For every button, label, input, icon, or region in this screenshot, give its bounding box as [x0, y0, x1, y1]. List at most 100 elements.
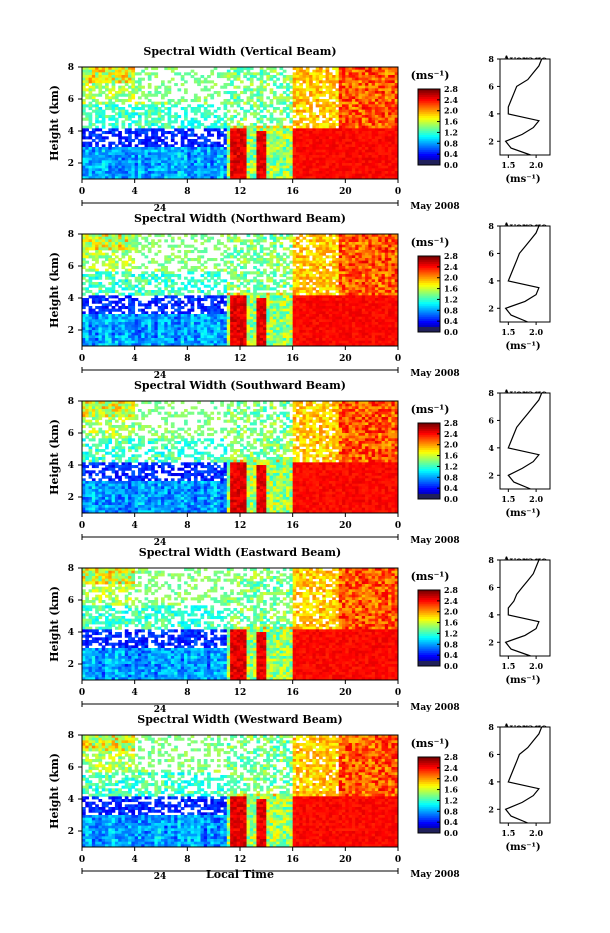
heatmap-cell	[256, 118, 260, 121]
heatmap-cell	[92, 295, 96, 298]
heatmap-cell	[207, 330, 211, 333]
heatmap-cell	[217, 163, 221, 166]
heatmap-cell	[382, 110, 386, 113]
heatmap-cell	[335, 147, 339, 150]
heatmap-cell	[293, 160, 297, 163]
heatmap-cell	[131, 152, 135, 155]
heatmap-cell	[168, 99, 172, 102]
heatmap-cell	[349, 155, 353, 158]
heatmap-cell	[339, 104, 343, 107]
heatmap-cell	[154, 142, 158, 145]
heatmap-cell	[214, 144, 218, 147]
heatmap-cell	[385, 166, 389, 169]
heatmap-cell	[105, 338, 109, 341]
heatmap-cell	[122, 75, 126, 78]
heatmap-cell	[260, 136, 264, 139]
heatmap-cell	[253, 338, 257, 341]
heatmap-cell	[207, 94, 211, 97]
heatmap-cell	[342, 134, 346, 137]
heatmap-cell	[102, 174, 106, 177]
heatmap-cell	[233, 134, 237, 137]
heatmap-cell	[128, 282, 132, 285]
heatmap-cell	[122, 247, 126, 250]
heatmap-cell	[375, 152, 379, 155]
heatmap-cell	[375, 171, 379, 174]
heatmap-cell	[197, 174, 201, 177]
heatmap-cell	[247, 110, 251, 113]
heatmap-cell	[359, 112, 363, 115]
heatmap-cell	[122, 72, 126, 75]
heatmap-cell	[105, 152, 109, 155]
heatmap-cell	[266, 293, 270, 296]
heatmap-cell	[382, 102, 386, 105]
heatmap-cell	[194, 107, 198, 110]
heatmap-cell	[322, 123, 326, 126]
heatmap-cell	[154, 295, 158, 298]
heatmap-cell	[105, 327, 109, 330]
heatmap-cell	[128, 295, 132, 298]
heatmap-cell	[181, 147, 185, 150]
heatmap-cell	[187, 158, 191, 161]
heatmap-cell	[112, 142, 116, 145]
heatmap-cell	[391, 107, 395, 110]
heatmap-cell	[345, 166, 349, 169]
heatmap-cell	[210, 341, 214, 344]
heatmap-cell	[95, 338, 99, 341]
heatmap-cell	[253, 150, 257, 153]
heatmap-cell	[270, 136, 274, 139]
heatmap-cell	[322, 163, 326, 166]
heatmap-cell	[260, 261, 264, 264]
heatmap-cell	[171, 245, 175, 248]
heatmap-cell	[247, 279, 251, 282]
heatmap-cell	[332, 150, 336, 153]
heatmap-cell	[293, 104, 297, 107]
heatmap-cell	[385, 112, 389, 115]
heatmap-cell	[368, 112, 372, 115]
heatmap-cell	[250, 150, 254, 153]
heatmap-cell	[102, 237, 106, 240]
heatmap-cell	[210, 142, 214, 145]
heatmap-cell	[151, 298, 155, 301]
heatmap-cell	[342, 136, 346, 139]
heatmap-cell	[164, 277, 168, 280]
heatmap-cell	[391, 163, 395, 166]
heatmap-cell	[372, 131, 376, 134]
heatmap-cell	[339, 142, 343, 145]
heatmap-cell	[105, 322, 109, 325]
heatmap-cell	[309, 75, 313, 78]
heatmap-cell	[138, 279, 142, 282]
heatmap-cell	[237, 171, 241, 174]
heatmap-cell	[214, 303, 218, 306]
heatmap-cell	[151, 112, 155, 115]
heatmap-cell	[168, 115, 172, 118]
heatmap-cell	[98, 298, 102, 301]
heatmap-cell	[253, 72, 257, 75]
heatmap-cell	[135, 266, 139, 269]
heatmap-cell	[154, 168, 158, 171]
heatmap-cell	[217, 72, 221, 75]
heatmap-cell	[276, 86, 280, 89]
heatmap-cell	[214, 247, 218, 250]
heatmap-cell	[312, 94, 316, 97]
heatmap-cell	[161, 338, 165, 341]
heatmap-cell	[191, 171, 195, 174]
heatmap-cell	[98, 250, 102, 253]
heatmap-cell	[388, 128, 392, 131]
heatmap-cell	[260, 327, 264, 330]
heatmap-cell	[201, 144, 205, 147]
heatmap-cell	[92, 255, 96, 258]
heatmap-cell	[250, 279, 254, 282]
heatmap-cell	[378, 86, 382, 89]
heatmap-cell	[220, 147, 224, 150]
heatmap-cell	[250, 338, 254, 341]
heatmap-cell	[260, 335, 264, 338]
heatmap-cell	[95, 120, 99, 123]
heatmap-cell	[359, 88, 363, 91]
heatmap-cell	[233, 171, 237, 174]
heatmap-cell	[171, 306, 175, 309]
heatmap-cell	[201, 171, 205, 174]
heatmap-cell	[263, 258, 267, 261]
heatmap-cell	[375, 118, 379, 121]
heatmap-cell	[382, 123, 386, 126]
heatmap-cell	[309, 107, 313, 110]
